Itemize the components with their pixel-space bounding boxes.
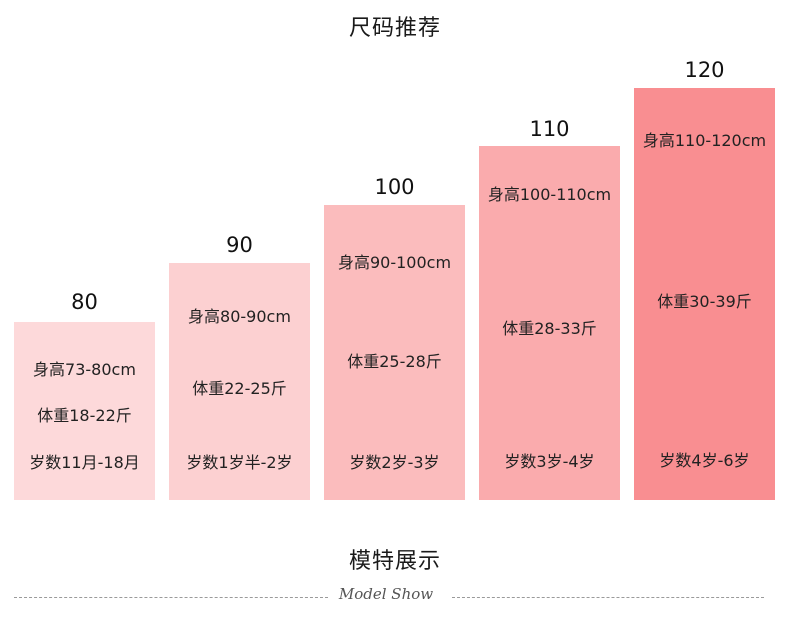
height-range: 身高90-100cm [337,253,452,272]
size-card-120: 身高110-120cm 体重30-39斤 岁数4岁-6岁 [634,88,775,500]
page-title: 尺码推荐 [348,16,441,41]
divider-right [452,597,764,598]
size-label-110: 110 [529,117,570,141]
weight-range: 体重18-22斤 [37,406,132,425]
weight-range: 体重28-33斤 [502,319,597,338]
size-label-100: 100 [374,175,415,199]
age-range: 岁数2岁-3岁 [349,453,440,472]
age-range: 岁数3岁-4岁 [504,452,595,471]
section-title: 模特展示 [348,549,441,574]
size-card-90: 身高80-90cm 体重22-25斤 岁数1岁半-2岁 [169,263,310,500]
weight-range: 体重22-25斤 [192,379,287,398]
height-range: 身高73-80cm [33,360,136,379]
size-label-90: 90 [226,233,253,257]
section-subtitle: Model Show [338,585,434,603]
weight-range: 体重30-39斤 [657,292,752,311]
height-range: 身高80-90cm [188,307,291,326]
size-card-80: 身高73-80cm 体重18-22斤 岁数11月-18月 [14,322,155,500]
size-label-120: 120 [684,58,725,82]
weight-range: 体重25-28斤 [347,352,442,371]
height-range: 身高110-120cm [642,131,767,150]
age-range: 岁数11月-18月 [29,453,140,472]
divider-left [14,597,328,598]
height-range: 身高100-110cm [487,185,612,204]
size-label-80: 80 [71,290,98,314]
size-card-100: 身高90-100cm 体重25-28斤 岁数2岁-3岁 [324,205,465,500]
age-range: 岁数4岁-6岁 [659,451,750,470]
size-card-110: 身高100-110cm 体重28-33斤 岁数3岁-4岁 [479,146,620,500]
age-range: 岁数1岁半-2岁 [186,453,293,472]
